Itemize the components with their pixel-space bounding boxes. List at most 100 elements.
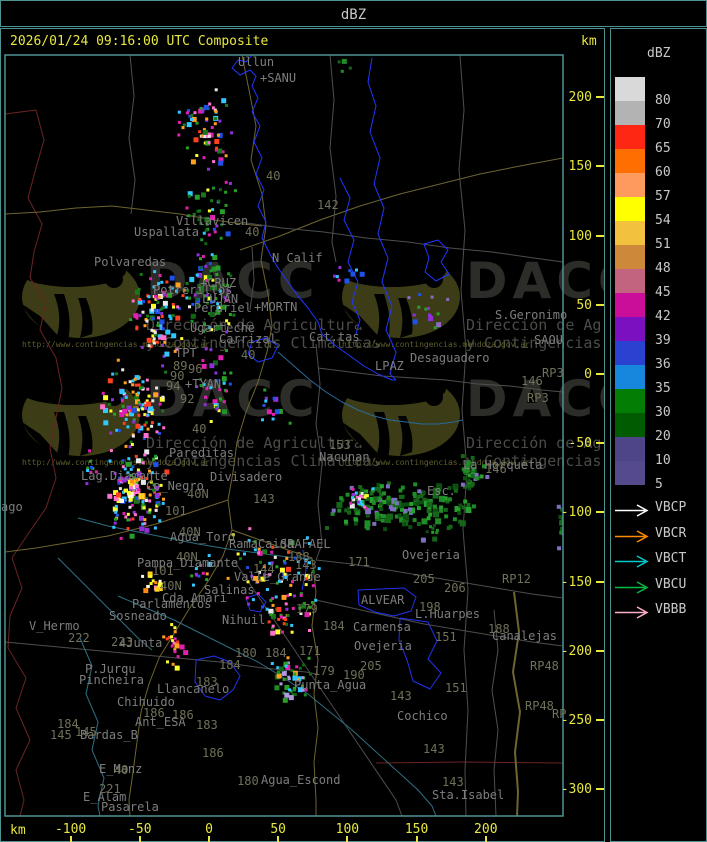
map-line	[315, 599, 563, 647]
bottom-axis-tick-label: 0	[205, 822, 213, 837]
vector-arrow-vbbb	[614, 604, 654, 623]
road-label: 205	[360, 659, 382, 673]
map-line	[423, 239, 450, 282]
town-label: Pampa_Diamante	[137, 556, 239, 570]
legend-swatch	[615, 293, 645, 317]
road-label: RP	[552, 707, 567, 721]
bottom-axis-tick-mark	[277, 836, 280, 842]
bottom-axis-tick-label: 100	[335, 822, 360, 837]
radar-echo-cluster	[407, 293, 450, 330]
bottom-axis-tick-mark	[69, 836, 72, 842]
watermark-dacc-text: DACC	[146, 370, 320, 428]
legend-swatch-label: 30	[655, 405, 671, 420]
map-line	[339, 177, 361, 335]
title-bar: dBZ	[0, 0, 707, 27]
road-label: 144	[253, 562, 275, 576]
legend-swatch-label: 80	[655, 93, 671, 108]
legend-swatch	[615, 389, 645, 413]
town-label: Lag.Diamante	[81, 469, 168, 483]
legend-swatch	[615, 221, 645, 245]
map-line	[5, 109, 63, 816]
map-line	[77, 517, 313, 560]
map-line	[249, 246, 255, 311]
radar-echo-cluster	[85, 449, 98, 486]
road-label: 184	[57, 717, 79, 731]
road-label: 40	[266, 169, 281, 183]
town-label: LUJAN	[202, 292, 239, 306]
right-axis-tick-label: -100	[560, 505, 592, 521]
road-label: RP3	[527, 391, 549, 405]
radar-echo-cluster	[226, 527, 321, 609]
road-label: 145	[75, 725, 97, 739]
bottom-axis-tick-label: 150	[404, 822, 429, 837]
road-label: 186	[172, 708, 194, 722]
town-label: +MORTN	[254, 300, 298, 314]
road-label: 221	[99, 782, 121, 796]
right-axis-tick-mark	[596, 719, 604, 721]
town-label: Pincheira	[79, 673, 145, 687]
radar-echo-cluster	[100, 358, 168, 449]
map-line	[458, 55, 469, 816]
road-label: RP12	[502, 572, 531, 586]
radar-echo-cluster	[270, 656, 312, 703]
map-line	[357, 587, 417, 617]
watermark-url: http://www.contingencias.mendoza.gov.ar	[22, 340, 210, 349]
road-label: RP3	[542, 366, 564, 380]
road-label: 101	[152, 564, 174, 578]
map-line	[231, 529, 313, 559]
radar-echo-cluster	[460, 454, 490, 491]
watermark-layer: DACC Dirección de Agricultura y Contingenc…	[0, 28, 604, 842]
legend-swatch-label: 45	[655, 285, 671, 300]
road-label: 90	[170, 369, 185, 383]
town-label: La Horqueta	[463, 458, 543, 472]
road-label: 143	[423, 742, 445, 756]
legend-swatch-label: 54	[655, 213, 671, 228]
road-label: 151	[445, 681, 467, 695]
road-label: 142	[317, 198, 339, 212]
legend-swatch	[615, 269, 645, 293]
town-label: Sta.Isabel	[432, 788, 505, 802]
legend-swatch-label: 48	[655, 261, 671, 276]
road-label: 183	[196, 718, 218, 732]
town-label: Carmensa	[353, 620, 411, 634]
right-axis-tick-mark	[596, 442, 604, 445]
right-axis-tick-label: 50	[576, 297, 592, 313]
dacc-logo-icon	[338, 373, 460, 462]
town-label: Pareditas	[169, 446, 235, 460]
bottom-axis-tick-label: 200	[474, 822, 498, 837]
town-label: Cochico	[397, 709, 448, 723]
map-line	[234, 561, 403, 816]
legend-swatch-label: 20	[655, 429, 671, 444]
map-line	[239, 157, 563, 251]
road-label: 179	[313, 664, 335, 678]
town-label: V_Hermo	[29, 619, 80, 633]
town-label: RamaCaida	[229, 537, 295, 551]
legend-title: dBZ	[647, 46, 671, 61]
town-label: Ovejeria	[354, 639, 412, 653]
road-label: RP48	[530, 659, 559, 673]
town-label: Divisadero	[210, 470, 283, 484]
arrow-icon	[615, 529, 649, 543]
road-label: 183	[196, 675, 218, 689]
map-line	[315, 559, 563, 599]
legend-swatch	[615, 413, 645, 437]
arrow-icon	[615, 504, 649, 517]
legend-swatch	[615, 101, 645, 125]
town-label: Ant_ESA	[135, 715, 186, 729]
town-label: +CRUZ	[200, 276, 237, 290]
watermark-url: http://www.contingencias.mendoza.gov.ar	[22, 458, 210, 467]
town-label: Bardas_B	[80, 728, 138, 742]
road-label: 96	[188, 362, 203, 376]
road-label: 184	[323, 619, 345, 633]
town-label: Ovejeria	[402, 548, 460, 562]
town-label: Agua_Toro	[170, 530, 236, 544]
legend-swatch-label: 70	[655, 117, 671, 132]
town-label: Sosneado	[109, 609, 167, 623]
road-label: 206	[444, 581, 466, 595]
legend-swatch-label: 51	[655, 237, 671, 252]
map-line	[317, 367, 563, 393]
road-label: 40	[192, 422, 207, 436]
town-label: S.Geronimo	[495, 308, 568, 322]
bottom-axis-tick-mark	[346, 836, 349, 842]
